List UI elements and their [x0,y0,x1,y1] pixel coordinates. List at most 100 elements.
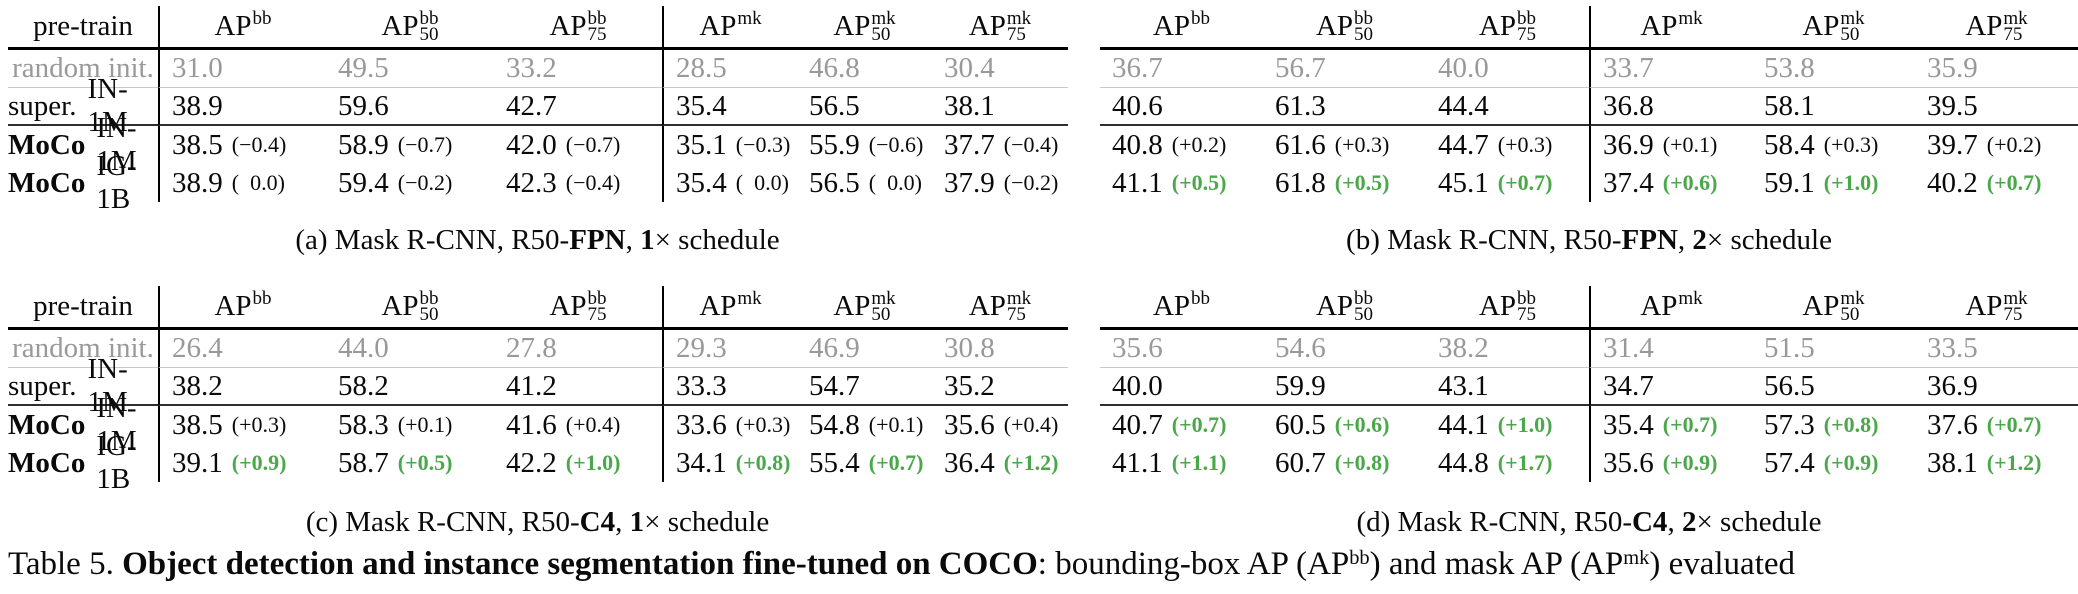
header-metric-bb: AP bb [1100,286,1263,330]
metric-value: 43.1 [1438,369,1489,402]
metric-superscript: bb [1191,287,1211,309]
delta-value: (−0.3) [735,132,791,157]
metric-superscript: mk [1840,287,1865,309]
metric-subscript: 50 [1840,23,1860,45]
metric-base: AP [699,290,737,322]
metric-value: 59.9 [1275,369,1326,402]
row-label: super. IN-1M [8,353,158,418]
metric-cell: 35.6 (+0.9) [1589,444,1752,482]
metric-value: 36.9 [1927,369,1978,402]
header-metric-mk75: AP mk 75 [1915,6,2078,50]
pretrain-dataset: IG-1B [96,150,137,215]
subtable-c: pre-train AP bb AP bb 50 AP bb 75 AP mk AP mk 50 AP m… [8,286,1068,495]
metric-base: AP [968,290,1006,322]
metric-cell: 38.2 [158,368,326,406]
subtable-d: AP bb AP bb 50 AP bb 75 AP mk AP mk 50 AP mk 75 35.6 54… [1100,286,2078,482]
metric-base: AP [214,10,252,42]
caption-bold-text: C4 [579,506,616,538]
delta-value: (+1.7) [1497,450,1553,475]
metric-cell: 39.5 [1915,88,2078,126]
metric-value: 41.1 [1112,166,1163,199]
metric-cell: 39.1 (+0.9) [158,444,326,482]
delta-value: (+1.0) [1823,170,1879,195]
delta-value: (+0.9) [1662,450,1718,475]
metric-cell: 40.7 (+0.7) [1100,406,1263,444]
metric-cell: 40.8 (+0.2) [1100,126,1263,164]
caption-superscript: bb [1349,547,1370,569]
metric-value: 31.0 [172,52,223,84]
metric-value: 44.1 [1438,408,1489,441]
metric-value: 36.8 [1603,89,1654,122]
metric-value: 42.7 [506,89,557,122]
header-metric-mk: AP mk [662,286,797,330]
metric-value: 34.7 [1603,369,1654,402]
header-metric-mk: AP mk [1589,286,1752,330]
metric-value: 44.0 [338,332,389,364]
metric-value: 40.2 [1927,166,1978,199]
caption-bold-text: 2 [1681,506,1697,538]
metric-cell: 35.4 ( 0.0) [662,164,797,202]
metric-subscript [737,307,761,323]
metric-value: 39.5 [1927,89,1978,122]
metric-base: AP [549,290,587,322]
metric-cell: 44.0 [326,330,494,368]
metric-value: 40.0 [1438,52,1489,84]
delta-value: (+0.8) [1334,450,1390,475]
header-metric-bb: AP bb [1100,6,1263,50]
metric-cell: 38.1 [932,88,1068,126]
metric-superscript: mk [1006,287,1032,309]
delta-value: (+0.6) [1334,412,1390,437]
metric-cell: 41.1 (+0.5) [1100,164,1263,202]
metric-value: 33.5 [1927,332,1978,364]
metric-cell: 41.2 [494,368,662,406]
metric-value: 38.9 [172,166,223,199]
metric-cell: 36.9 [1915,368,2078,406]
metric-value: 57.4 [1764,446,1815,479]
metric-base: AP [381,10,419,42]
metric-cell: 61.6 (+0.3) [1263,126,1426,164]
metric-value: 59.4 [338,166,389,199]
metric-cell: 34.7 [1589,368,1752,406]
delta-value: (−0.4) [565,170,621,195]
metric-value: 35.2 [944,369,995,402]
header-metric-bb50: AP bb 50 [1263,6,1426,50]
metric-cell: 40.2 (+0.7) [1915,164,2078,202]
delta-value: (+1.2) [1986,450,2042,475]
metric-value: 59.6 [338,89,389,122]
metric-cell: 38.5 (+0.3) [158,406,326,444]
caption-bold-text: 1 [629,506,645,538]
metric-base: AP [1965,290,2003,322]
metric-cell: 57.4 (+0.9) [1752,444,1915,482]
metric-value: 58.3 [338,408,389,441]
metric-cell: 56.5 [1752,368,1915,406]
metric-value: 36.4 [944,446,995,479]
metric-superscript: mk [1840,7,1865,29]
metric-value: 61.6 [1275,128,1326,161]
delta-value: (+0.5) [397,450,453,475]
delta-value: (+0.1) [868,412,924,437]
delta-value: (+0.7) [1497,170,1553,195]
metric-cell: 35.1 (−0.3) [662,126,797,164]
metric-cell: 33.3 [662,368,797,406]
pretrain-dataset: IN-1M [87,353,128,418]
metric-value: 35.6 [1603,446,1654,479]
metric-cell: 59.6 [326,88,494,126]
metric-cell: 61.8 (+0.5) [1263,164,1426,202]
caption-bold-text: C4 [1631,506,1668,538]
metric-value: 57.3 [1764,408,1815,441]
metric-subscript: 75 [587,303,607,325]
pretrain-method: MoCo [8,128,86,161]
metric-value: 44.4 [1438,89,1489,122]
metric-cell: 38.9 ( 0.0) [158,164,326,202]
delta-value: (+0.5) [1171,170,1227,195]
pretrain-dataset: IG-1B [96,430,137,495]
metric-value: 54.8 [809,408,860,441]
metric-cell: 37.4 (+0.6) [1589,164,1752,202]
delta-value: ( 0.0) [231,170,285,195]
metric-cell: 38.1 (+1.2) [1915,444,2078,482]
metric-subscript: 50 [1840,303,1860,325]
metric-value: 31.4 [1603,332,1654,364]
delta-value: (+0.6) [1662,170,1718,195]
metric-value: 58.1 [1764,89,1815,122]
